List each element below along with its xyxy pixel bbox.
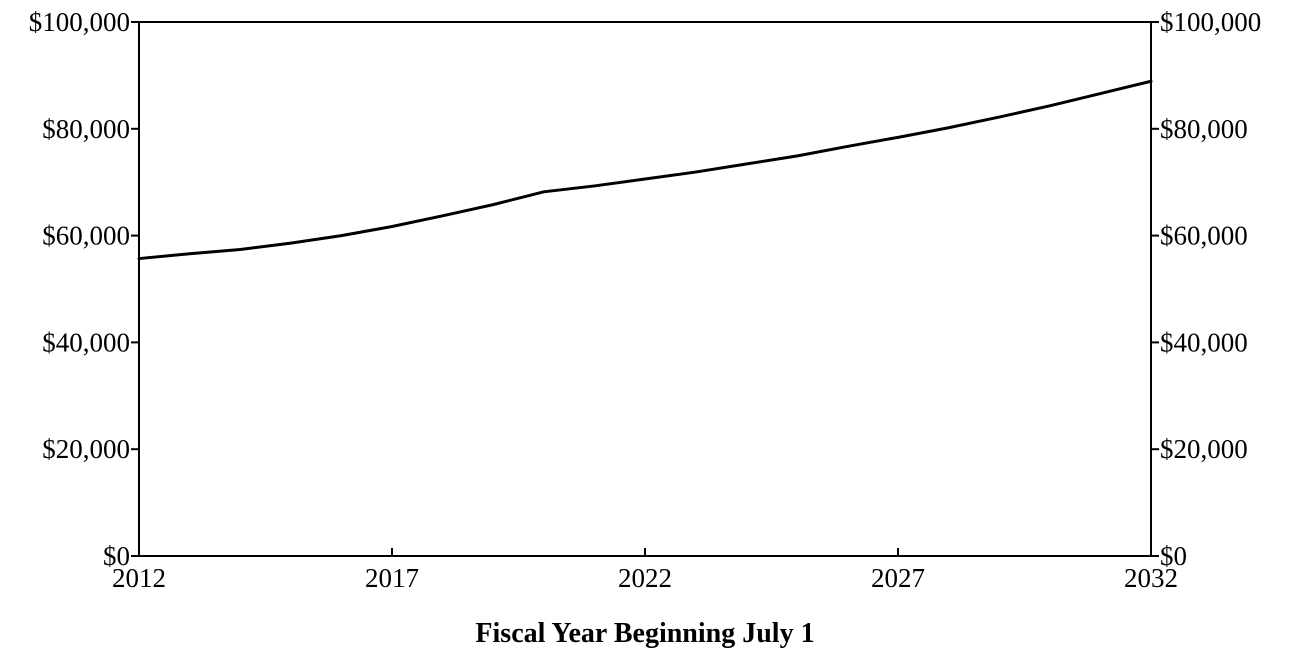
x-axis-title: Fiscal Year Beginning July 1 (475, 618, 814, 649)
y-tick-label-left: $0 (103, 541, 130, 571)
y-tick-label-left: $100,000 (29, 7, 130, 37)
x-tick-label: 2012 (112, 563, 166, 593)
y-tick-label-right: $80,000 (1160, 114, 1248, 144)
y-tick-label-right: $40,000 (1160, 327, 1248, 357)
tick-marks (131, 21, 1159, 557)
y-tick-label-right: $60,000 (1160, 221, 1248, 251)
y-tick-label-left: $60,000 (42, 221, 130, 251)
y-tick-label-left: $40,000 (42, 327, 130, 357)
x-tick-label: 2017 (365, 563, 419, 593)
y-tick-label-right: $20,000 (1160, 434, 1248, 464)
y-tick-label-right: $100,000 (1160, 7, 1261, 37)
tick-labels: $0 $0 $20,000 $20,000 $40,000 $40,000 $60,000 $… (29, 7, 1262, 593)
y-tick-label-left: $80,000 (42, 114, 130, 144)
y-tick-label-left: $20,000 (42, 434, 130, 464)
x-tick-label: 2032 (1124, 563, 1178, 593)
x-tick-label: 2027 (871, 563, 925, 593)
plot-frame (138, 21, 1152, 557)
y-tick-label-right: $0 (1160, 541, 1187, 571)
series-line (137, 79, 1153, 261)
x-tick-label: 2022 (618, 563, 672, 593)
